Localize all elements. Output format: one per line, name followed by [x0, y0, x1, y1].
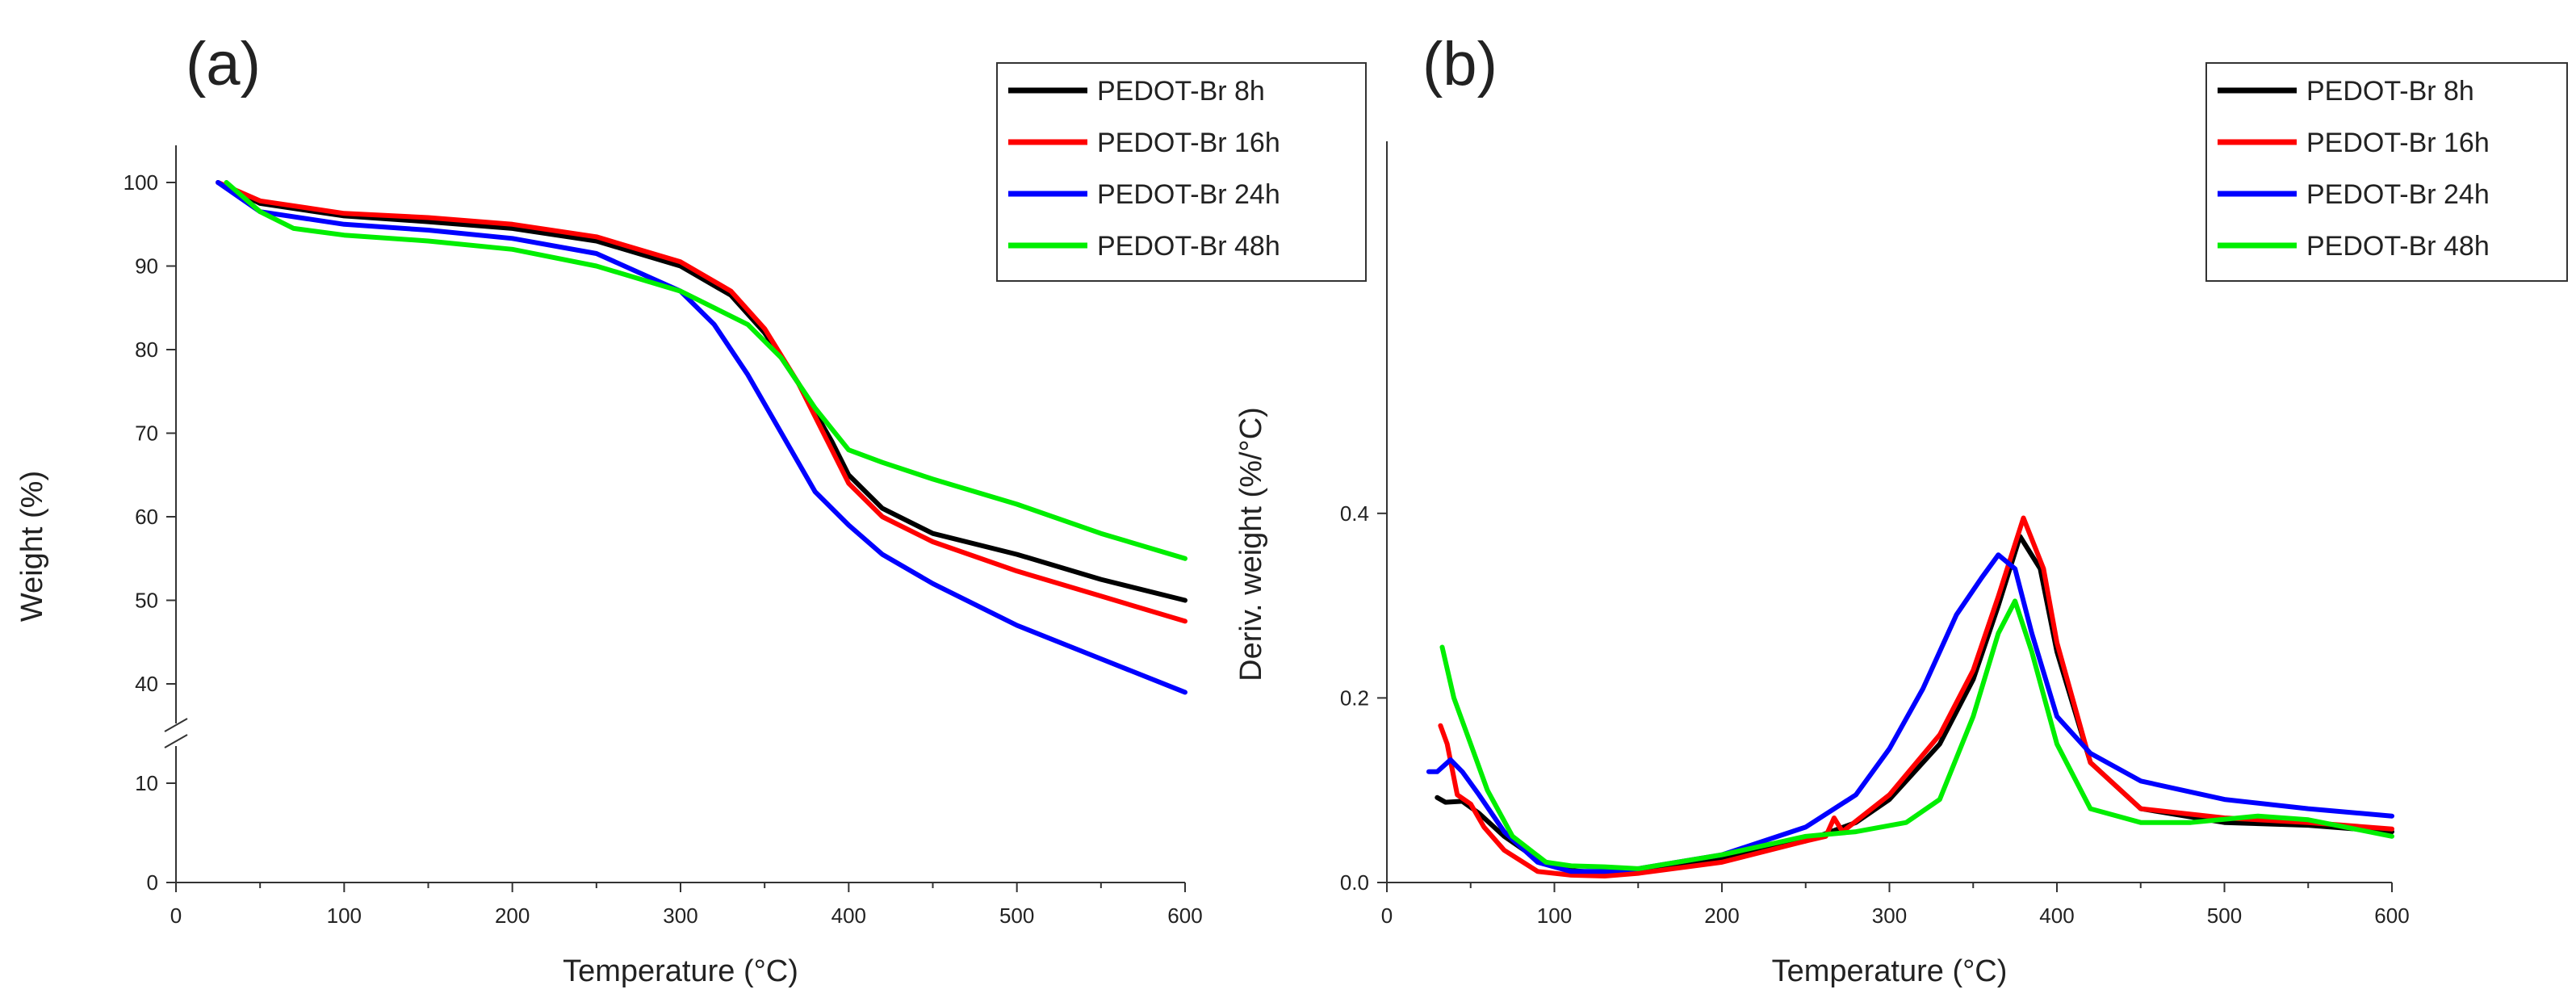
x-tick-label: 200	[1704, 903, 1739, 928]
axis-break-mark	[164, 718, 188, 732]
x-tick-label: 0	[170, 903, 182, 928]
series-line-pedot-br-48h	[224, 180, 1187, 561]
x-tick-label: 500	[999, 903, 1034, 928]
y-tick-label: 0.4	[1340, 501, 1369, 526]
x-tick-label: 400	[831, 903, 866, 928]
y-tick-label: 0.2	[1340, 685, 1369, 710]
x-tick-label: 100	[1537, 903, 1572, 928]
x-tick-label: 500	[2207, 903, 2242, 928]
y-tick-label: 90	[135, 254, 158, 279]
y-tick-label: 100	[124, 170, 158, 195]
panel-label: (a)	[186, 30, 261, 99]
legend-label: PEDOT-Br 24h	[2306, 179, 2490, 210]
series-line-pedot-br-16h	[1438, 515, 2394, 878]
x-tick-label: 600	[1167, 903, 1202, 928]
x-tick-label: 400	[2039, 903, 2074, 928]
legend-label: PEDOT-Br 16h	[1097, 128, 1280, 158]
y-tick-label: 80	[135, 337, 158, 362]
legend-label: PEDOT-Br 48h	[1097, 231, 1280, 262]
y-tick-label: 50	[135, 589, 158, 613]
x-axis-title: Temperature (°C)	[1772, 954, 2008, 988]
panel-a: (a) 0 100 200 300 400 500 600 0 10 40 50 60 70 80 90 100…	[15, 30, 1367, 988]
y-tick-label: 0	[147, 870, 158, 895]
legend: PEDOT-Br 8h PEDOT-Br 16h PEDOT-Br 24h PEDOT…	[996, 62, 1367, 282]
y-axis-title: Weight (%)	[15, 471, 49, 622]
y-tick-label: 60	[135, 505, 158, 529]
y-tick-label: 70	[135, 421, 158, 446]
x-tick-label: 300	[663, 903, 697, 928]
legend-label: PEDOT-Br 24h	[1097, 179, 1280, 210]
y-tick-label: 10	[135, 771, 158, 795]
panel-b: (b) 0 100 200 300 400 500 600 0.0 0.2 0.4 Temperatu…	[1234, 30, 2568, 988]
y-axis-title: Deriv. weight (%/°C)	[1234, 407, 1268, 681]
x-tick-label: 200	[495, 903, 530, 928]
x-tick-label: 100	[327, 903, 362, 928]
legend: PEDOT-Br 8h PEDOT-Br 16h PEDOT-Br 24h PEDOT…	[2205, 62, 2568, 282]
legend-label: PEDOT-Br 8h	[1097, 76, 1265, 107]
legend-label: PEDOT-Br 8h	[2306, 76, 2474, 107]
legend-label: PEDOT-Br 16h	[2306, 128, 2490, 158]
legend-label: PEDOT-Br 48h	[2306, 231, 2490, 262]
y-tick-label: 0.0	[1340, 870, 1369, 895]
x-tick-label: 0	[1381, 903, 1393, 928]
series-line-pedot-br-16h	[216, 180, 1187, 624]
series-line-pedot-br-24h	[216, 180, 1187, 695]
panel-label: (b)	[1422, 30, 1497, 99]
axis-break-mark	[164, 734, 188, 748]
x-tick-label: 600	[2374, 903, 2409, 928]
y-tick-label: 40	[135, 672, 158, 696]
x-tick-label: 300	[1872, 903, 1907, 928]
x-axis-title: Temperature (°C)	[563, 954, 798, 988]
series-line-pedot-br-48h	[1439, 598, 2394, 871]
series-line-pedot-br-24h	[1426, 552, 2394, 874]
